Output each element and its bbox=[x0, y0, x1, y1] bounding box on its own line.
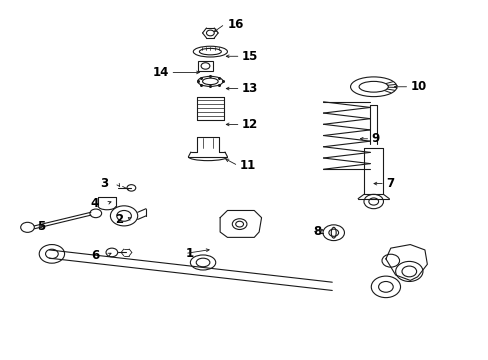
Text: 13: 13 bbox=[242, 82, 258, 95]
Text: 15: 15 bbox=[242, 50, 258, 63]
Text: 5: 5 bbox=[37, 220, 45, 233]
Text: 7: 7 bbox=[385, 177, 393, 190]
Text: 11: 11 bbox=[239, 159, 255, 172]
Text: 6: 6 bbox=[91, 249, 99, 262]
Text: 16: 16 bbox=[227, 18, 244, 31]
Text: 3: 3 bbox=[101, 177, 108, 190]
Text: 12: 12 bbox=[242, 118, 258, 131]
Bar bbox=[198, 61, 212, 71]
Text: 1: 1 bbox=[185, 247, 194, 260]
Text: 9: 9 bbox=[370, 132, 379, 145]
Text: 10: 10 bbox=[409, 80, 426, 93]
Text: 2: 2 bbox=[115, 213, 123, 226]
Text: 8: 8 bbox=[312, 225, 320, 238]
Text: 14: 14 bbox=[152, 66, 168, 79]
Text: 4: 4 bbox=[91, 197, 99, 210]
